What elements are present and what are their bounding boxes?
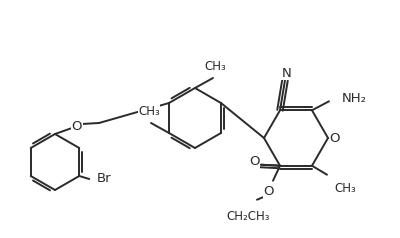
Text: NH₂: NH₂ (342, 92, 367, 105)
Text: N: N (282, 67, 292, 80)
Text: O: O (264, 185, 274, 198)
Text: O: O (330, 132, 340, 144)
Text: CH₃: CH₃ (334, 182, 356, 195)
Text: CH₂CH₃: CH₂CH₃ (226, 210, 270, 223)
Text: O: O (249, 155, 259, 168)
Text: O: O (72, 119, 82, 133)
Text: CH₃: CH₃ (138, 105, 160, 118)
Text: Br: Br (97, 173, 112, 185)
Text: CH₃: CH₃ (204, 60, 226, 73)
